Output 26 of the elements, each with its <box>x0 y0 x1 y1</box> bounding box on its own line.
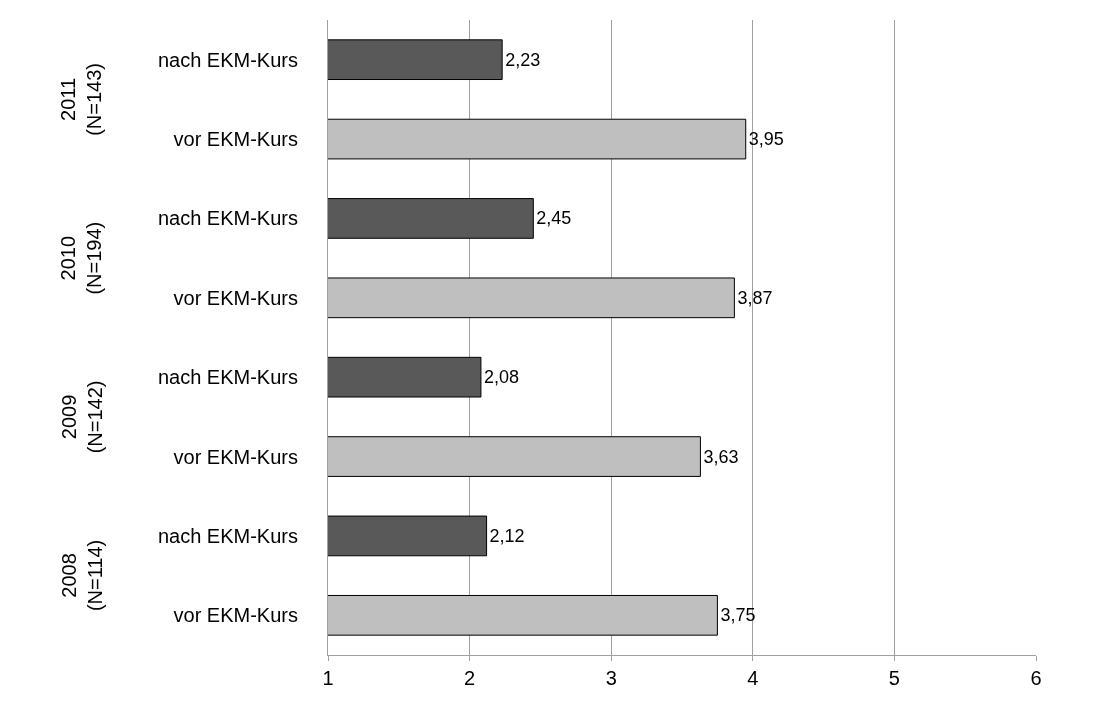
y-tick-label: nach EKM-Kurs <box>157 207 298 230</box>
text: 2011 (N=143) <box>57 62 106 136</box>
data-label: 3,63 <box>703 446 739 467</box>
text: 2010 (N=194) <box>57 221 106 295</box>
data-label: 3,75 <box>720 605 756 626</box>
y-tick-label: vor EKM-Kurs <box>173 286 298 309</box>
y-tick-label: nach EKM-Kurs <box>157 524 298 547</box>
y-tick-label: nach EKM-Kurs <box>157 366 298 389</box>
data-label: 3,87 <box>737 287 773 308</box>
data-label: 2,23 <box>505 49 541 70</box>
data-label: 2,12 <box>489 525 525 546</box>
y-tick-label: nach EKM-Kurs <box>157 48 298 71</box>
text: 2008 (N=114) <box>57 539 106 612</box>
x-tick-label: 3 <box>605 667 617 689</box>
x-tick-label: 1 <box>322 667 334 689</box>
x-tick-label: 5 <box>888 667 900 689</box>
y-tick-label: vor EKM-Kurs <box>173 445 298 468</box>
data-label: 2,08 <box>483 367 519 388</box>
y-tick-label: vor EKM-Kurs <box>173 128 298 151</box>
x-tick-label: 4 <box>747 667 759 689</box>
data-label: 2,45 <box>536 208 572 229</box>
x-tick-label: 2 <box>464 667 476 689</box>
x-tick-label: 6 <box>1030 667 1042 689</box>
text: 2009 (N=142) <box>57 380 106 454</box>
y-tick-label: vor EKM-Kurs <box>173 604 298 627</box>
data-label: 3,95 <box>748 129 784 150</box>
